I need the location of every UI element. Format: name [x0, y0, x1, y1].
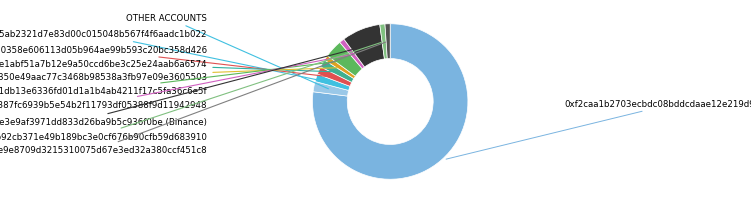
Wedge shape: [315, 75, 350, 91]
Text: OTHER ACCOUNTS: OTHER ACCOUNTS: [126, 14, 328, 89]
Text: 0x387fc6939b5e54b2f11793df05388f9d11942948: 0x387fc6939b5e54b2f11793df05388f9d119429…: [0, 55, 350, 109]
Text: 0xfe9e8709d3215310075d67e3ed32a380ccf451c8: 0xfe9e8709d3215310075d67e3ed32a380ccf451…: [0, 43, 385, 155]
Wedge shape: [312, 25, 468, 179]
Text: 0x050358e606113d05b964ae99b593c20bc358d426: 0x050358e606113d05b964ae99b593c20bc358d4…: [0, 46, 332, 78]
Text: 0x5350e49aac77c3468b98538a3fb97e09e3605503: 0x5350e49aac77c3468b98538a3fb97e09e36055…: [0, 68, 337, 82]
Wedge shape: [324, 57, 355, 79]
Wedge shape: [318, 68, 351, 87]
Wedge shape: [313, 82, 348, 97]
Wedge shape: [380, 25, 388, 60]
Wedge shape: [344, 25, 385, 68]
Wedge shape: [339, 40, 364, 69]
Text: 0x3f5ce5fbfe3e9af3971dd833d26ba9b5c936f0be (Binance): 0x3f5ce5fbfe3e9af3971dd833d26ba9b5c936f0…: [0, 47, 365, 126]
Text: 0x15ab2321d7e83d00c015048b567f4f6aadc1b022: 0x15ab2321d7e83d00c015048b567f4f6aadc1b0…: [0, 30, 330, 83]
Text: 0xb92cb371e49b189bc3e0cf676b90cfb59d683910: 0xb92cb371e49b189bc3e0cf676b90cfb59d6839…: [0, 43, 382, 141]
Text: 0xf2caa1b2703ecbdc08bddcdaae12e219d9c0cc26: 0xf2caa1b2703ecbdc08bddcdaae12e219d9c0cc…: [446, 99, 751, 159]
Wedge shape: [321, 61, 354, 83]
Wedge shape: [327, 43, 362, 77]
Text: 0x1db13e6336fd01d1a1b4ab4211f17c5fa36c6e5f: 0x1db13e6336fd01d1a1b4ab4211f17c5fa36c6e…: [0, 61, 343, 95]
Text: 0xae1abf51a7b12e9a50ccd6be3c25e24aab6a6574: 0xae1abf51a7b12e9a50ccd6be3c25e24aab6a65…: [0, 59, 335, 72]
Wedge shape: [385, 25, 391, 59]
